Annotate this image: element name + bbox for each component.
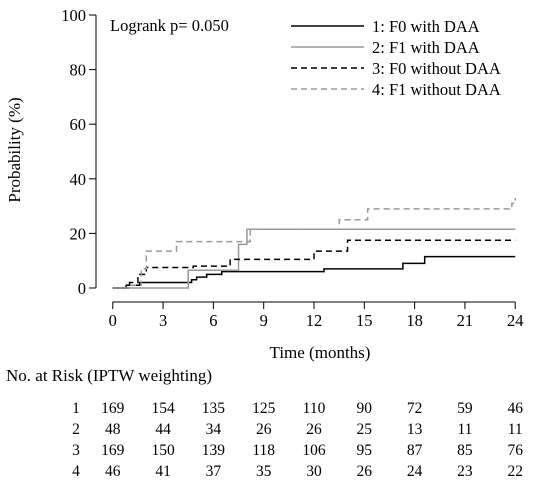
risk-cell: 110 (302, 400, 326, 417)
risk-cell: 26 (356, 463, 373, 480)
risk-table-title: No. at Risk (IPTW weighting) (6, 366, 213, 385)
y-axis-label: Probability (%) (5, 97, 24, 202)
y-tick-label: 20 (70, 224, 87, 243)
risk-row-label: 1 (72, 400, 80, 417)
risk-cell: 87 (406, 442, 423, 459)
risk-cell: 35 (255, 463, 272, 480)
risk-cell: 22 (507, 463, 523, 480)
y-tick-label: 60 (70, 115, 87, 134)
legend-label-1: 1: F0 with DAA (372, 17, 480, 36)
risk-cell: 95 (356, 442, 373, 459)
legend-label-2: 2: F1 with DAA (372, 38, 480, 57)
risk-cell: 37 (205, 463, 222, 480)
series-line-3 (112, 239, 516, 289)
risk-cell: 26 (306, 421, 322, 438)
risk-cell: 90 (356, 400, 373, 417)
risk-cell: 30 (306, 463, 322, 480)
risk-cell: 72 (406, 400, 423, 417)
series-line-4 (112, 197, 516, 289)
risk-cell: 46 (507, 400, 523, 417)
logrank-annotation: Logrank p= 0.050 (110, 16, 229, 35)
y-tick-label: 80 (70, 61, 87, 80)
risk-cell: 106 (302, 442, 326, 459)
risk-cell: 125 (252, 400, 276, 417)
risk-row-label: 2 (72, 421, 80, 438)
risk-cell: 169 (101, 400, 125, 417)
risk-cell: 13 (406, 421, 423, 438)
risk-table: 1 169 154 135 125 110 90 72 59 46 2 48 44 34 26 26 25 13 1… (0, 400, 550, 490)
risk-cell: 169 (101, 442, 125, 459)
risk-cell: 154 (151, 400, 175, 417)
x-tick-label: 12 (306, 311, 323, 330)
risk-cell: 76 (507, 442, 523, 459)
risk-cell: 25 (356, 421, 373, 438)
risk-cell: 11 (457, 421, 473, 438)
risk-cell: 48 (105, 421, 121, 438)
chart-axes: 0 20 40 60 80 100 0 3 6 9 12 15 18 21 24 (61, 6, 523, 330)
risk-row-label: 3 (72, 442, 80, 459)
risk-cell: 11 (507, 421, 523, 438)
risk-cell: 41 (155, 463, 171, 480)
risk-cell: 59 (457, 400, 473, 417)
series-line-1 (112, 255, 516, 289)
x-tick-label: 3 (159, 311, 167, 330)
x-tick-label: 6 (209, 311, 217, 330)
legend-label-4: 4: F1 without DAA (372, 80, 501, 99)
x-axis-label: Time (months) (270, 343, 371, 362)
chart-series (112, 197, 516, 289)
y-tick-label: 40 (70, 170, 87, 189)
risk-cell: 118 (252, 442, 276, 459)
x-tick-label: 21 (457, 311, 474, 330)
series-line-2 (112, 228, 516, 289)
risk-cell: 34 (205, 421, 222, 438)
risk-cell: 135 (201, 400, 225, 417)
x-tick-label: 15 (356, 311, 373, 330)
legend-label-3: 3: F0 without DAA (372, 59, 501, 78)
x-tick-label: 18 (406, 311, 423, 330)
survival-chart: 0 20 40 60 80 100 0 3 6 9 12 15 18 21 24 Logrank p= 0.… (5, 6, 523, 362)
risk-cell: 44 (155, 421, 171, 438)
risk-row-label: 4 (72, 463, 80, 480)
risk-cell: 26 (255, 421, 272, 438)
risk-cell: 139 (201, 442, 225, 459)
y-tick-label: 100 (61, 6, 86, 25)
risk-cell: 85 (457, 442, 473, 459)
risk-cell: 150 (151, 442, 175, 459)
risk-cell: 24 (406, 463, 423, 480)
risk-cell: 23 (457, 463, 473, 480)
chart-legend: 1: F0 with DAA 2: F1 with DAA 3: F0 withou… (291, 17, 501, 99)
y-tick-label: 0 (78, 279, 86, 298)
x-tick-label: 0 (109, 311, 117, 330)
x-tick-label: 9 (260, 311, 268, 330)
risk-cell: 46 (105, 463, 121, 480)
x-tick-label: 24 (507, 311, 524, 330)
